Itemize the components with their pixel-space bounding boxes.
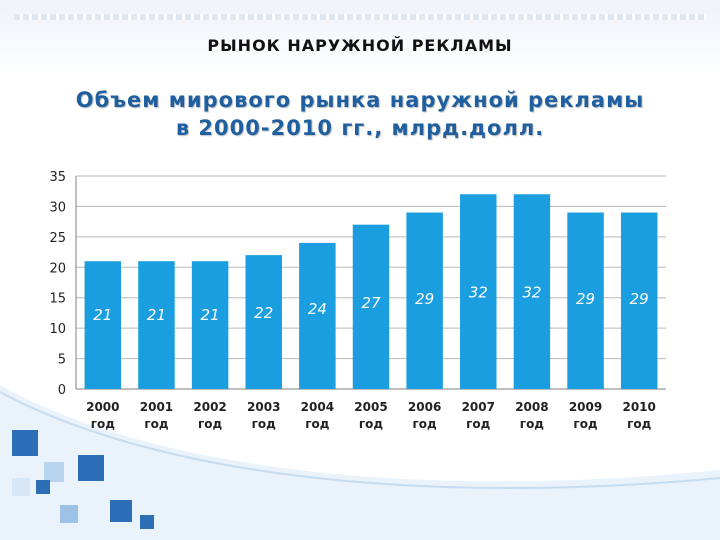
bar [513, 194, 551, 389]
bar [406, 212, 443, 389]
y-tick-label: 0 [58, 383, 66, 398]
x-tick-label-year: 2005 [354, 400, 387, 414]
decor-square [12, 430, 38, 456]
decor-square [60, 505, 78, 523]
bar [620, 212, 658, 389]
x-tick-label-year: 2001 [140, 400, 173, 414]
x-tick-label-unit: год [252, 417, 277, 431]
bar [352, 224, 390, 389]
y-tick-label: 30 [49, 200, 66, 215]
bar [460, 194, 497, 389]
decor-square [140, 515, 154, 529]
chart-title-line-1: Объем мирового рынка наружной рекламы [75, 88, 645, 112]
x-tick-label-year: 2002 [193, 400, 226, 414]
data-label: 21 [93, 306, 112, 324]
top-banner [0, 0, 720, 78]
background-swoosh [0, 385, 720, 540]
x-tick-label-year: 2008 [515, 400, 548, 414]
x-tick-label-year: 2010 [622, 400, 655, 414]
bar [299, 242, 336, 389]
x-tick-label-unit: год [627, 417, 652, 431]
decor-square [36, 480, 50, 494]
x-tick-label-year: 2000 [86, 400, 119, 414]
data-label: 29 [415, 290, 434, 308]
x-tick-label-unit: год [466, 417, 491, 431]
x-tick-label-year: 2003 [247, 400, 280, 414]
bar [84, 261, 122, 389]
data-label: 29 [576, 290, 595, 308]
chart-title-line-2: в 2000-2010 гг., млрд.долл. [175, 116, 545, 140]
y-tick-label: 20 [49, 261, 66, 276]
x-tick-label-year: 2006 [408, 400, 441, 414]
y-tick-label: 25 [49, 231, 66, 246]
data-label: 32 [469, 284, 488, 302]
x-tick-label-unit: год [198, 417, 223, 431]
x-tick-label-year: 2007 [462, 400, 495, 414]
x-tick-label-year: 2009 [569, 400, 602, 414]
data-label: 32 [522, 284, 541, 302]
data-label: 21 [201, 306, 220, 324]
page-title: РЫНОК НАРУЖНОЙ РЕКЛАМЫ [207, 36, 513, 55]
decor-square [110, 500, 132, 522]
data-label: 24 [308, 300, 327, 318]
decor-square [44, 462, 64, 482]
data-label: 27 [361, 294, 381, 312]
x-tick-label-unit: год [305, 417, 330, 431]
x-tick-label-unit: год [359, 417, 384, 431]
decor-square [78, 455, 104, 481]
bar [191, 261, 229, 389]
x-tick-label-unit: год [520, 417, 545, 431]
y-tick-label: 35 [49, 170, 66, 185]
x-tick-label-unit: год [144, 417, 169, 431]
y-tick-label: 15 [49, 292, 66, 307]
data-label: 29 [630, 290, 649, 308]
x-tick-label-unit: год [413, 417, 438, 431]
y-tick-label: 10 [49, 322, 66, 337]
y-tick-label: 5 [58, 353, 66, 368]
x-tick-label-unit: год [91, 417, 116, 431]
background-swoosh-line [0, 391, 720, 490]
x-tick-label-unit: год [573, 417, 598, 431]
data-label: 21 [147, 306, 166, 324]
chart-title: Объем мирового рынка наружной рекламы в … [40, 86, 680, 142]
x-tick-label-year: 2004 [301, 400, 334, 414]
bar [245, 255, 282, 389]
decor-square [12, 478, 30, 496]
bar [567, 212, 604, 389]
data-label: 22 [254, 304, 273, 322]
bar [138, 261, 175, 389]
